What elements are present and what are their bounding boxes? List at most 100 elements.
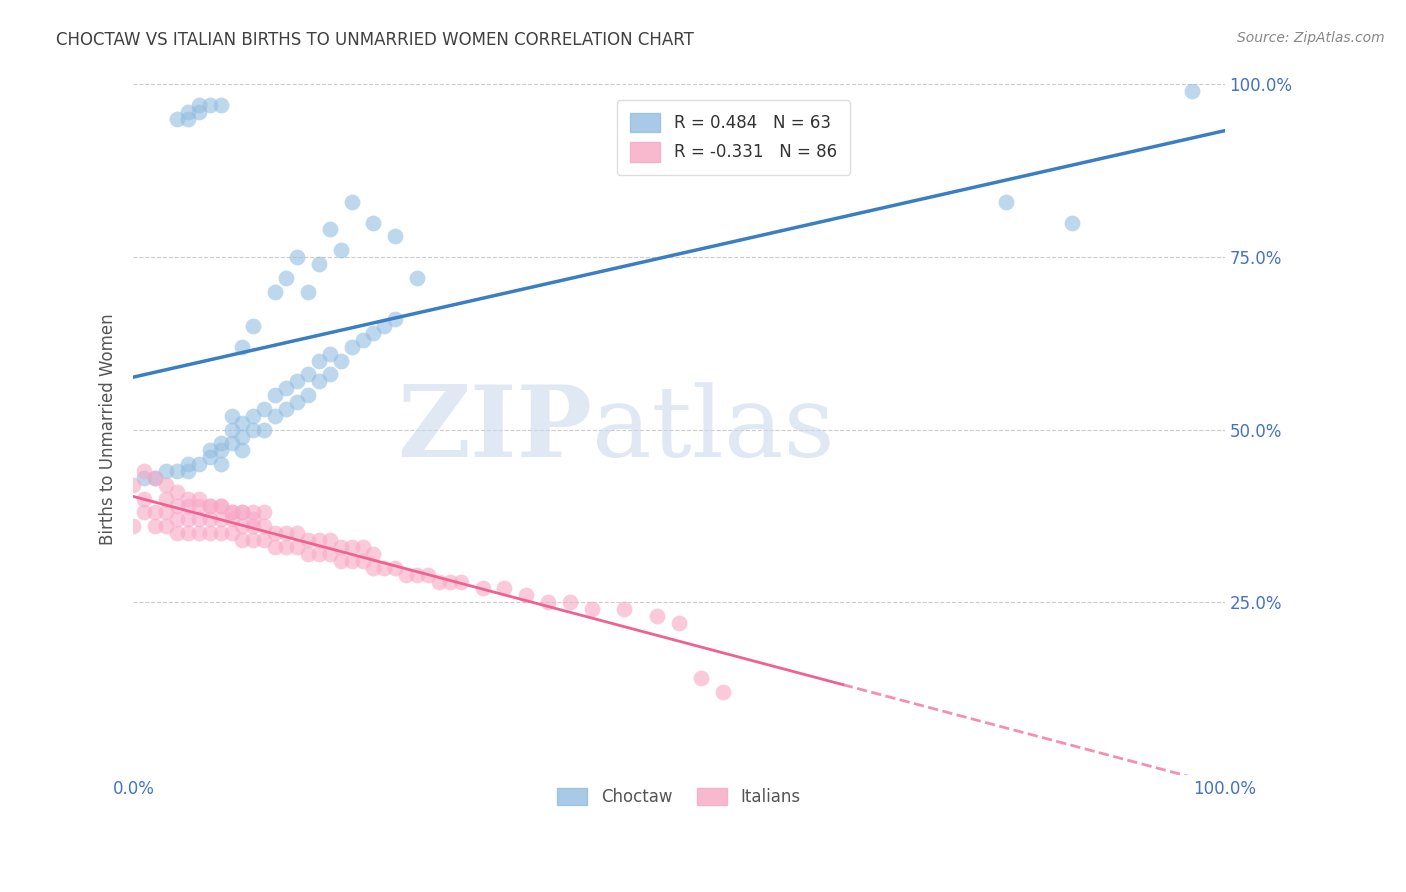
Point: [177, 512, 200, 526]
Point: [231, 340, 253, 354]
Point: [198, 450, 221, 465]
Point: [143, 471, 166, 485]
Point: [221, 506, 243, 520]
Point: [711, 685, 734, 699]
Point: [198, 443, 221, 458]
Point: [329, 353, 352, 368]
Point: [242, 519, 264, 533]
Point: [308, 374, 330, 388]
Point: [329, 243, 352, 257]
Point: [155, 506, 177, 520]
Point: [340, 340, 363, 354]
Text: atlas: atlas: [592, 382, 835, 477]
Point: [450, 574, 472, 589]
Point: [253, 423, 276, 437]
Point: [285, 540, 308, 554]
Point: [308, 547, 330, 561]
Point: [319, 347, 342, 361]
Point: [177, 464, 200, 478]
Point: [242, 506, 264, 520]
Point: [1181, 84, 1204, 98]
Point: [242, 533, 264, 547]
Point: [209, 436, 232, 450]
Point: [264, 285, 287, 299]
Point: [319, 547, 342, 561]
Point: [319, 533, 342, 547]
Point: [198, 499, 221, 513]
Point: [177, 491, 200, 506]
Point: [187, 105, 209, 120]
Point: [395, 567, 418, 582]
Point: [143, 506, 166, 520]
Point: [253, 401, 276, 416]
Point: [471, 582, 494, 596]
Point: [439, 574, 461, 589]
Point: [427, 574, 450, 589]
Point: [416, 567, 439, 582]
Point: [231, 533, 253, 547]
Point: [155, 491, 177, 506]
Point: [558, 595, 581, 609]
Point: [187, 526, 209, 541]
Point: [352, 554, 374, 568]
Y-axis label: Births to Unmarried Women: Births to Unmarried Women: [100, 314, 117, 545]
Point: [297, 285, 319, 299]
Point: [613, 602, 636, 616]
Point: [177, 457, 200, 471]
Point: [177, 105, 200, 120]
Point: [329, 554, 352, 568]
Point: [494, 582, 516, 596]
Point: [134, 471, 156, 485]
Point: [340, 554, 363, 568]
Point: [319, 222, 342, 236]
Point: [264, 526, 287, 541]
Point: [122, 519, 145, 533]
Point: [155, 519, 177, 533]
Point: [177, 112, 200, 126]
Point: [340, 194, 363, 209]
Point: [231, 429, 253, 443]
Point: [209, 526, 232, 541]
Point: [221, 526, 243, 541]
Point: [143, 471, 166, 485]
Point: [352, 333, 374, 347]
Point: [384, 229, 406, 244]
Point: [319, 368, 342, 382]
Point: [177, 526, 200, 541]
Point: [221, 436, 243, 450]
Point: [143, 519, 166, 533]
Point: [198, 499, 221, 513]
Point: [537, 595, 560, 609]
Point: [285, 374, 308, 388]
Point: [166, 464, 188, 478]
Point: [384, 312, 406, 326]
Point: [363, 560, 385, 574]
Point: [166, 499, 188, 513]
Point: [276, 270, 298, 285]
Point: [166, 512, 188, 526]
Point: [308, 353, 330, 368]
Point: [155, 478, 177, 492]
Point: [134, 491, 156, 506]
Point: [166, 112, 188, 126]
Point: [198, 526, 221, 541]
Point: [373, 560, 395, 574]
Point: [231, 519, 253, 533]
Point: [198, 512, 221, 526]
Point: [221, 409, 243, 423]
Point: [253, 519, 276, 533]
Point: [297, 533, 319, 547]
Point: [231, 416, 253, 430]
Point: [231, 443, 253, 458]
Point: [264, 540, 287, 554]
Point: [209, 499, 232, 513]
Point: [352, 540, 374, 554]
Point: [209, 499, 232, 513]
Point: [242, 512, 264, 526]
Point: [187, 491, 209, 506]
Point: [253, 533, 276, 547]
Point: [297, 547, 319, 561]
Point: [363, 547, 385, 561]
Point: [242, 423, 264, 437]
Point: [1060, 215, 1083, 229]
